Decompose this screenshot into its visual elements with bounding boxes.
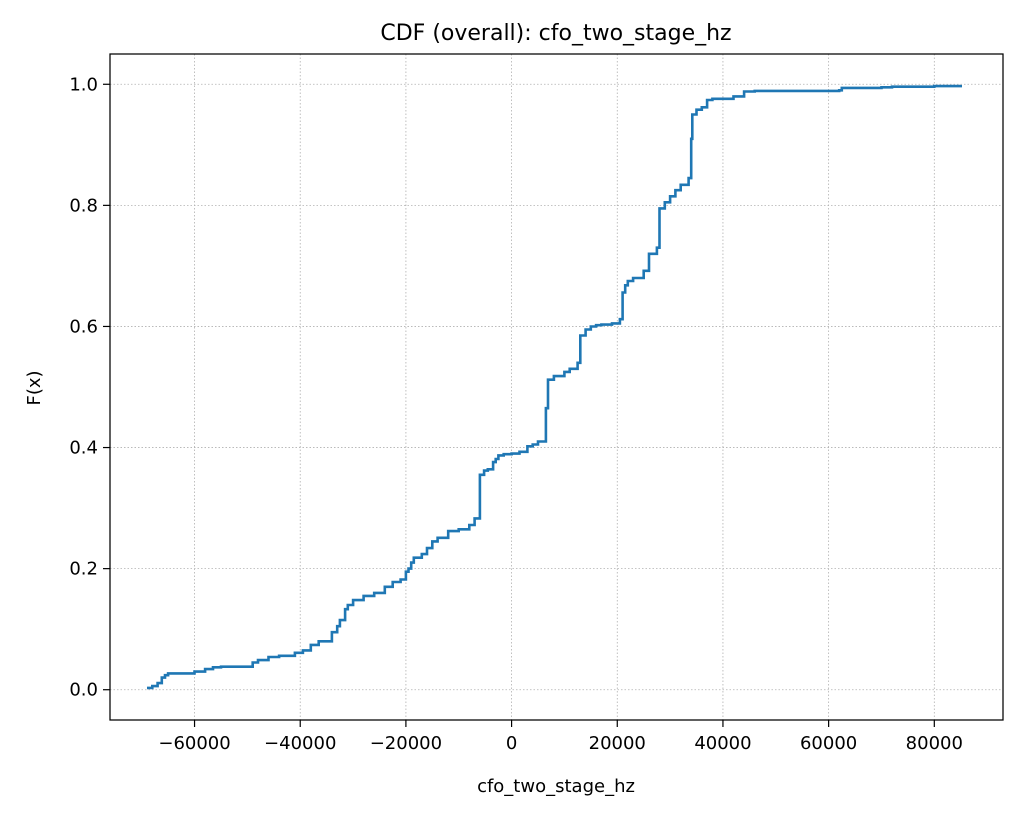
x-tick-label: 40000 bbox=[694, 733, 751, 754]
cdf-series bbox=[147, 84, 962, 690]
y-axis-ticks: 0.0 0.2 0.4 0.6 0.8 1.0 bbox=[69, 74, 110, 701]
x-tick-label: 20000 bbox=[589, 733, 646, 754]
y-tick-label: 0.0 bbox=[69, 680, 98, 701]
cdf-step-line bbox=[147, 84, 962, 690]
grid-lines bbox=[110, 54, 1003, 720]
y-axis-label: F(x) bbox=[24, 370, 45, 405]
y-tick-label: 0.6 bbox=[69, 316, 98, 337]
y-tick-label: 0.2 bbox=[69, 559, 98, 580]
x-tick-label: 0 bbox=[506, 733, 517, 754]
x-axis-label: cfo_two_stage_hz bbox=[477, 776, 635, 797]
y-tick-label: 1.0 bbox=[69, 74, 98, 95]
chart-title: CDF (overall): cfo_two_stage_hz bbox=[380, 21, 731, 46]
x-tick-label: −40000 bbox=[264, 733, 336, 754]
y-tick-label: 0.8 bbox=[69, 195, 98, 216]
x-tick-label: 80000 bbox=[906, 733, 963, 754]
plot-frame bbox=[109, 53, 1004, 721]
x-tick-label: −20000 bbox=[370, 733, 442, 754]
x-tick-label: −60000 bbox=[158, 733, 230, 754]
x-axis-ticks: −60000 −40000 −20000 0 20000 40000 60000 80000 bbox=[158, 720, 963, 754]
x-tick-label: 60000 bbox=[800, 733, 857, 754]
y-tick-label: 0.4 bbox=[69, 438, 98, 459]
